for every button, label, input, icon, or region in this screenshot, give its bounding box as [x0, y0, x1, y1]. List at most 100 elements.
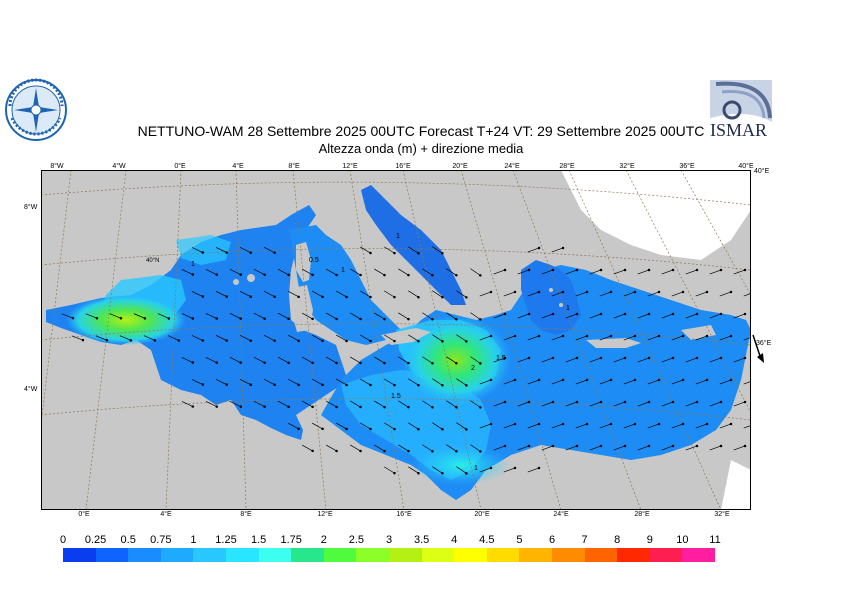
ismar-logo: ISMAR: [708, 78, 772, 142]
wave-height-map: 1 1 0.5 1.5 2 1.5 1 1 1 40°N: [41, 170, 751, 510]
direction-arrow-head: [489, 466, 493, 470]
direction-arrow: [493, 269, 506, 275]
direction-arrow: [589, 445, 602, 451]
direction-arrow-head: [743, 400, 747, 404]
direction-arrow: [263, 334, 275, 342]
colorbar-tick-label: 0.25: [84, 534, 107, 546]
longitude-label: 12°E: [342, 163, 358, 170]
direction-arrow: [661, 269, 674, 275]
direction-arrow: [613, 401, 626, 407]
direction-arrow: [360, 378, 371, 386]
direction-arrow: [422, 444, 433, 452]
direction-arrow: [637, 357, 650, 363]
direction-arrow-head: [383, 449, 386, 453]
direction-arrow: [95, 335, 108, 341]
direction-arrow-head: [527, 400, 531, 404]
direction-arrow: [398, 444, 409, 452]
direction-arrow: [311, 334, 323, 342]
direction-arrow: [551, 335, 564, 341]
direction-arrow-head: [657, 290, 661, 294]
direction-arrow-head: [671, 312, 675, 316]
direction-arrow: [325, 268, 337, 276]
direction-arrow-head: [585, 334, 589, 338]
direction-arrow-head: [431, 273, 434, 277]
direction-arrow: [695, 423, 708, 429]
direction-arrow: [527, 247, 540, 253]
direction-arrow: [408, 422, 419, 430]
direction-arrow: [384, 334, 395, 342]
direction-arrow: [360, 422, 371, 430]
direction-arrow: [229, 313, 241, 319]
longitude-label: 0°E: [174, 163, 186, 170]
direction-arrow-head: [551, 444, 555, 448]
direction-arrow: [517, 445, 530, 451]
direction-arrow: [661, 313, 674, 319]
direction-arrow-head: [503, 444, 507, 448]
direction-arrow-head: [345, 295, 348, 299]
direction-arrow: [239, 290, 251, 298]
direction-arrow-head: [537, 246, 541, 250]
direction-arrow: [360, 290, 371, 298]
direction-arrow: [637, 269, 650, 275]
direction-arrow-head: [119, 317, 123, 320]
direction-arrow: [287, 334, 299, 342]
direction-arrow: [422, 312, 433, 320]
direction-arrow-head: [177, 339, 181, 342]
direction-arrow-head: [537, 290, 541, 294]
direction-arrow: [685, 269, 698, 275]
direction-arrow-head: [191, 405, 195, 408]
direction-arrow-head: [647, 268, 651, 272]
direction-arrow: [709, 357, 722, 363]
direction-arrow-head: [417, 251, 420, 255]
direction-arrow: [181, 401, 193, 407]
direction-arrow-head: [263, 405, 266, 408]
direction-arrow-head: [513, 334, 517, 338]
direction-arrow-head: [441, 384, 444, 387]
direction-arrow: [589, 401, 602, 407]
direction-arrow-head: [729, 334, 733, 338]
direction-arrow: [527, 379, 540, 385]
direction-arrow-head: [537, 466, 541, 470]
direction-arrow: [719, 423, 732, 429]
direction-arrow: [301, 312, 313, 320]
direction-arrow: [541, 269, 554, 275]
direction-arrow-head: [695, 400, 699, 404]
direction-arrow: [374, 400, 385, 408]
direction-arrow-head: [623, 356, 627, 360]
direction-arrow: [432, 334, 443, 342]
direction-arrow: [695, 335, 708, 341]
direction-arrow-head: [527, 444, 531, 448]
contour-label: 2: [471, 365, 475, 372]
direction-arrow: [637, 313, 650, 319]
longitude-label: 32°E: [619, 163, 635, 170]
direction-arrow-head: [239, 317, 242, 320]
direction-arrow-head: [455, 274, 458, 277]
direction-arrow: [335, 422, 347, 430]
direction-arrow: [350, 444, 361, 452]
direction-arrow-head: [599, 356, 603, 360]
direction-arrow-head: [719, 268, 723, 272]
direction-arrow: [384, 290, 395, 298]
direction-arrow: [470, 312, 481, 320]
direction-arrow-head: [489, 378, 493, 382]
direction-arrow: [335, 290, 347, 298]
direction-arrow: [205, 401, 217, 407]
direction-arrow-head: [465, 296, 468, 299]
direction-arrow: [446, 444, 457, 452]
direction-arrow-head: [551, 356, 555, 360]
direction-arrow-head: [503, 268, 507, 272]
direction-arrow-head: [479, 450, 482, 453]
direction-arrow-head: [719, 444, 723, 448]
aegean-sea: [521, 260, 581, 335]
longitude-label: 8°E: [240, 511, 252, 518]
direction-arrow-head: [297, 339, 300, 343]
direction-arrow: [456, 466, 467, 474]
longitude-label: 16°E: [396, 511, 412, 518]
direction-arrow: [733, 401, 746, 407]
direction-arrow: [733, 445, 746, 451]
direction-arrow-head: [273, 339, 276, 343]
direction-arrow: [422, 268, 433, 276]
colorbar-tick-label: 0: [59, 534, 67, 546]
colorbar-tick-label: 6: [548, 534, 556, 546]
direction-arrow: [432, 466, 443, 474]
